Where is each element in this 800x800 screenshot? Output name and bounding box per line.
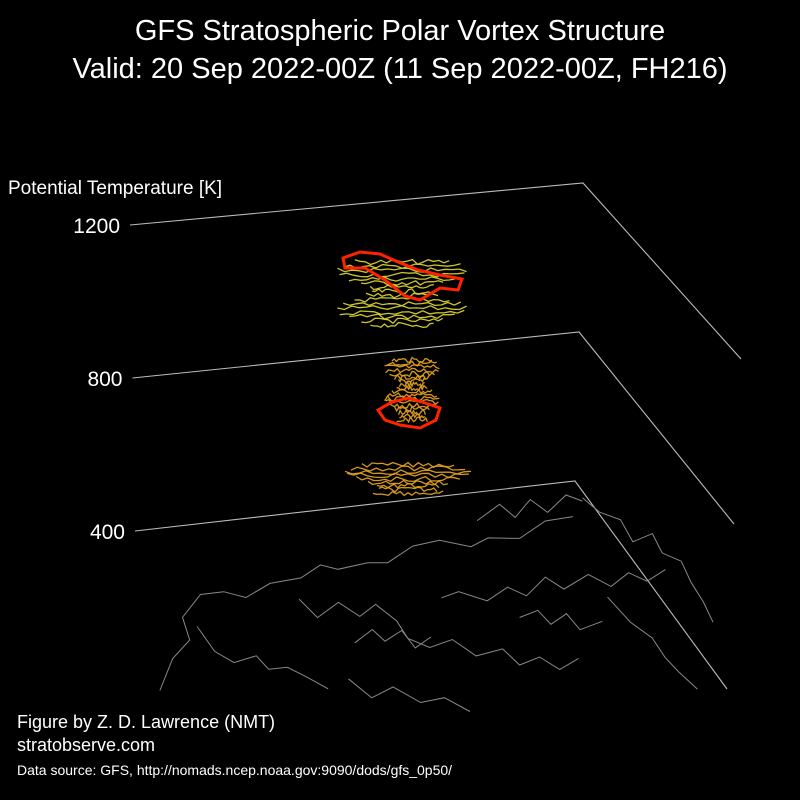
vortex-contour [339,309,465,316]
level-plane-400 [134,480,728,690]
vortex-contour [397,377,426,385]
vortex-contour [378,486,438,493]
vortex-contour [384,364,440,370]
vortex-edge-upper [341,250,465,302]
vortex-contour [386,392,438,398]
vortex-contour [337,305,467,311]
vortex-contour [348,276,456,282]
author-credit: Figure by Z. D. Lawrence (NMT) [17,712,276,732]
vortex-edge-middle [375,396,442,430]
coastline-map [159,494,714,712]
chart-title: GFS Stratospheric Polar Vortex Structure [134,15,666,47]
vortex-contour [361,317,444,325]
vortex-contour [369,284,434,291]
z-tick-label: 800 [87,368,122,391]
coastline [196,626,329,690]
coastline [607,596,698,690]
vortex-contour [370,321,434,328]
vortex-contour [391,356,433,364]
vortex-middle-layers [384,356,440,424]
vortex-contour [398,380,425,390]
axes-layer [129,182,742,690]
website-credit: stratobserve.com [17,735,156,755]
vortex-contour [361,461,455,469]
z-tick-label: 400 [90,521,125,544]
vortex-contour [337,267,467,274]
vortex-contour [360,280,444,286]
coastline [298,598,579,671]
coastline [441,569,666,602]
vortex-contour [385,367,439,374]
vortex-contour [350,465,466,472]
coastline [348,678,471,712]
level-plane-1200 [129,182,742,360]
vortex-isosurface [337,250,472,497]
data-source-credit: Data source: GFS, http://nomads.ncep.noa… [17,762,453,778]
chart-subtitle: Valid: 20 Sep 2022-00Z (11 Sep 2022-00Z,… [72,53,728,85]
vortex-contour [354,296,450,303]
coastline [476,494,583,522]
vortex-contour [399,412,426,420]
coastline [159,516,573,691]
vortex-contour [391,388,433,395]
level-plane-800 [132,331,735,525]
coastline [354,628,432,649]
vortex-lower-layers [344,461,472,497]
vortex-contour [396,415,428,424]
vortex-contour [355,475,460,483]
z-tick-label: 1200 [73,215,120,238]
z-axis-label: Potential Temperature [K] [8,178,222,199]
vortex-contour [339,271,465,278]
axis-labels: 400 800 1200 Potential Temperature [K] [8,178,222,544]
coastline [519,609,603,631]
vortex-contour [397,408,427,416]
vortex-contour [394,374,430,381]
vortex-contour [372,490,444,497]
vortex-contour [349,313,455,320]
coastline [582,497,714,623]
